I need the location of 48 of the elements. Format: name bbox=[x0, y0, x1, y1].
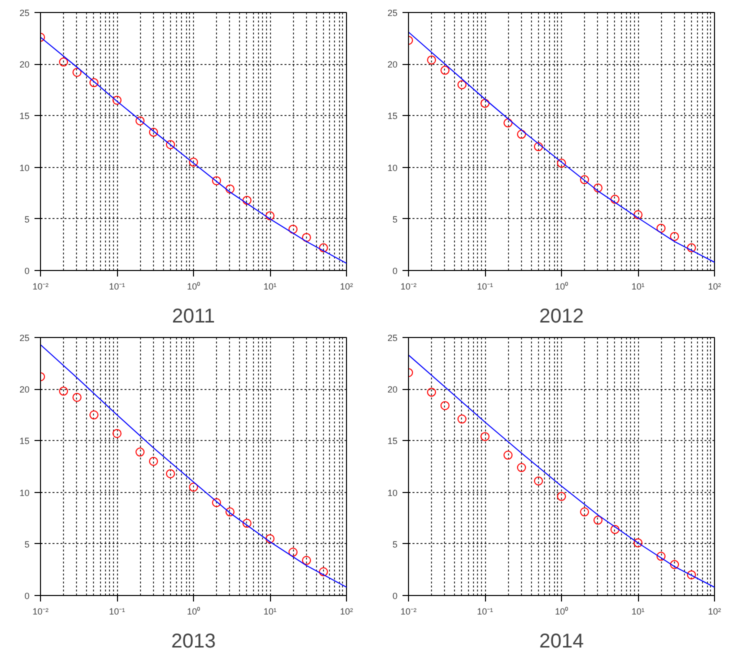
x-tick-label: 10⁰ bbox=[554, 606, 568, 616]
y-tick-label: 25 bbox=[387, 333, 398, 343]
y-tick-label: 25 bbox=[387, 8, 398, 18]
x-tick-label: 10² bbox=[340, 282, 354, 292]
x-tick-label: 10⁻¹ bbox=[108, 282, 126, 292]
x-tick-label: 10¹ bbox=[631, 282, 645, 292]
x-axis-title: 2012 bbox=[539, 306, 584, 328]
x-tick-label: 10⁻¹ bbox=[108, 606, 126, 616]
y-tick-label: 20 bbox=[387, 60, 398, 70]
y-tick-label: 20 bbox=[19, 60, 30, 70]
y-tick-label: 20 bbox=[19, 384, 30, 395]
x-tick-label: 10⁻² bbox=[400, 282, 417, 292]
y-tick-label: 25 bbox=[19, 333, 30, 343]
y-tick-label: 0 bbox=[392, 591, 398, 601]
y-tick-label: 5 bbox=[392, 214, 398, 224]
x-axis-title: 2014 bbox=[539, 630, 584, 652]
y-tick-label: 5 bbox=[392, 539, 398, 550]
x-tick-label: 10¹ bbox=[631, 606, 645, 616]
y-tick-label: 5 bbox=[24, 214, 30, 224]
x-tick-label: 10¹ bbox=[263, 606, 277, 616]
x-axis-title: 2011 bbox=[172, 306, 216, 328]
x-tick-label: 10⁻² bbox=[32, 606, 49, 616]
y-tick-label: 10 bbox=[387, 162, 398, 173]
y-tick-label: 5 bbox=[24, 539, 30, 550]
y-tick-label: 10 bbox=[387, 488, 398, 498]
y-tick-label: 0 bbox=[24, 266, 30, 276]
x-tick-label: 10⁻² bbox=[32, 282, 49, 292]
x-axis-title: 2013 bbox=[171, 630, 216, 652]
y-tick-label: 15 bbox=[387, 111, 398, 122]
x-tick-label: 10⁻² bbox=[400, 606, 417, 616]
y-tick-label: 0 bbox=[392, 266, 398, 276]
y-tick-label: 15 bbox=[19, 436, 30, 446]
y-tick-label: 25 bbox=[19, 8, 30, 18]
x-tick-label: 10⁰ bbox=[186, 282, 200, 292]
x-tick-label: 10⁰ bbox=[554, 282, 568, 292]
x-tick-label: 10² bbox=[340, 606, 354, 616]
y-tick-label: 20 bbox=[387, 384, 398, 395]
x-tick-label: 10⁻¹ bbox=[476, 606, 494, 616]
x-tick-label: 10² bbox=[708, 282, 722, 292]
y-tick-label: 0 bbox=[24, 591, 30, 601]
x-tick-label: 10² bbox=[708, 606, 722, 616]
y-tick-label: 10 bbox=[19, 162, 30, 173]
x-tick-label: 10⁻¹ bbox=[476, 282, 494, 292]
y-tick-label: 15 bbox=[19, 111, 30, 122]
x-tick-label: 10¹ bbox=[263, 282, 277, 292]
y-tick-label: 15 bbox=[387, 436, 398, 446]
y-tick-label: 10 bbox=[19, 488, 30, 498]
x-tick-label: 10⁰ bbox=[186, 606, 200, 616]
